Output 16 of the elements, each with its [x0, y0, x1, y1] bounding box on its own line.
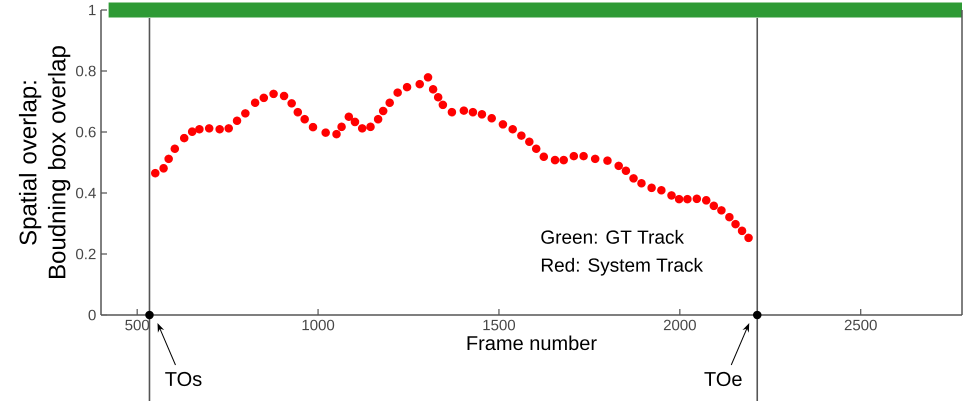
x-tick-label: 1500 — [483, 320, 516, 330]
y-axis-title: Spatial overlap: Boudning box overlap — [18, 46, 70, 278]
y-tick-label: 0 — [88, 310, 96, 320]
x-tick-label: 1000 — [302, 320, 334, 330]
y-tick-label: 0.2 — [76, 248, 96, 260]
y-tick-label: 0.4 — [76, 188, 96, 198]
ref-line-label: TOe — [704, 372, 742, 386]
x-tick-label: 2500 — [844, 320, 877, 330]
annotation: Green: GT Track — [541, 230, 684, 244]
ref-line-label: TOs — [165, 372, 202, 386]
x-axis-title: Frame number — [468, 335, 597, 350]
y-tick-label: 0.6 — [76, 126, 96, 138]
y-tick-label: 0.8 — [76, 66, 96, 76]
annotation: Red: System Track — [542, 258, 704, 276]
x-tick-label: 2000 — [664, 320, 696, 330]
y-tick-label: 1 — [89, 4, 96, 16]
